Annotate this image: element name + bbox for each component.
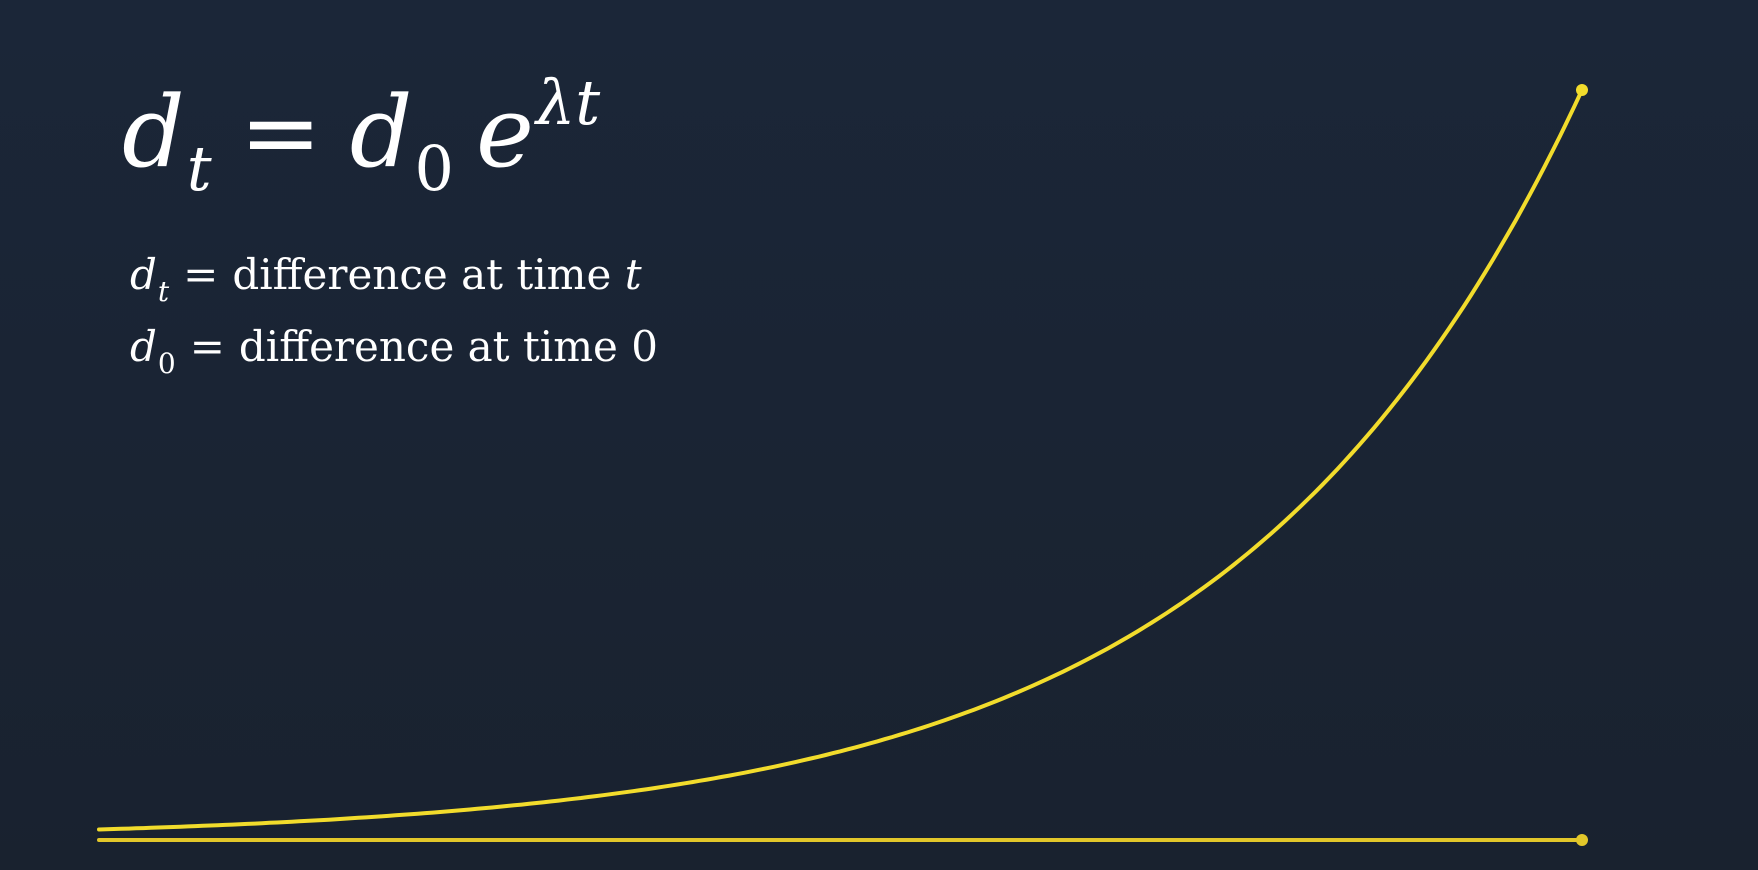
def-d0-equals: = <box>189 322 225 371</box>
exponential-curve <box>97 88 1584 832</box>
def-dt-equals: = <box>183 250 219 299</box>
definition-d0: d0 = difference at time 0 <box>130 326 658 378</box>
eq-lhs-sub: t <box>186 132 212 205</box>
def-d0-text: difference at time <box>238 322 632 371</box>
eq-lhs-var: d <box>122 76 185 190</box>
def-d0-tail: 0 <box>631 322 658 371</box>
def-dt-text: difference at time <box>232 250 625 299</box>
eq-base: e <box>475 76 534 190</box>
eq-rhs-var: d <box>349 76 413 190</box>
def-d0-sub: 0 <box>157 347 176 380</box>
eq-equals: = <box>239 76 322 190</box>
definition-dt: dt = difference at time t <box>130 254 642 306</box>
main-equation: dt = d0 eλt <box>122 72 600 200</box>
def-d0-var: d <box>130 322 157 371</box>
def-dt-var: d <box>130 250 157 299</box>
def-dt-tail: t <box>624 250 642 299</box>
eq-rhs-sub: 0 <box>414 132 454 205</box>
curve-endpoint <box>1576 84 1588 96</box>
def-dt-sub: t <box>157 275 170 308</box>
eq-exponent: λt <box>535 66 601 139</box>
baseline-endpoint <box>1576 834 1588 846</box>
